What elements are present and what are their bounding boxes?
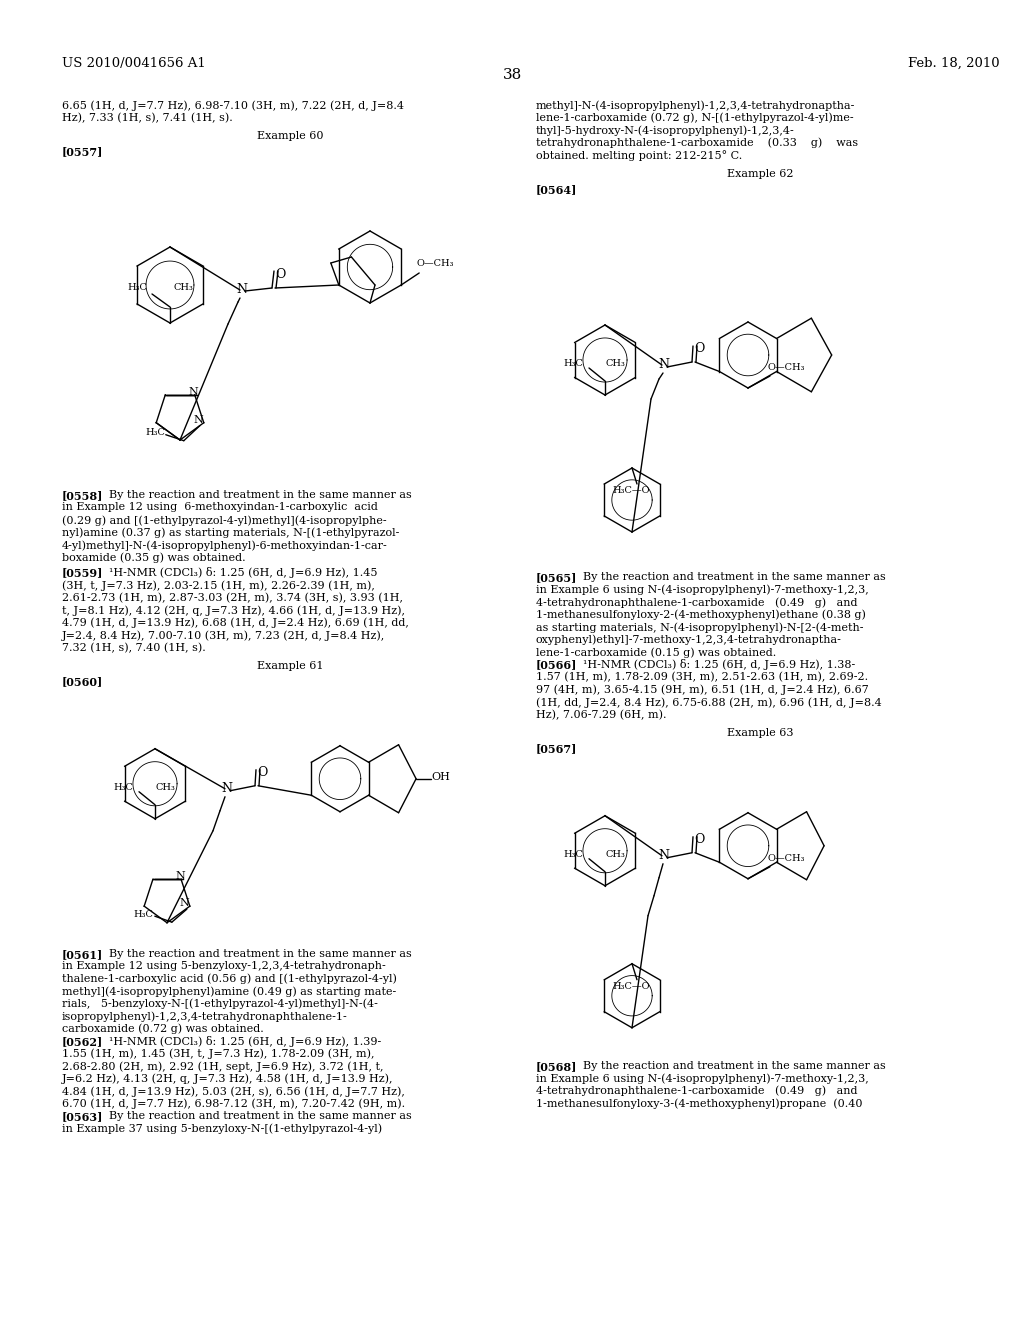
Text: N: N bbox=[194, 414, 204, 425]
Text: O—CH₃: O—CH₃ bbox=[768, 363, 806, 372]
Text: N: N bbox=[658, 849, 669, 862]
Text: [0567]: [0567] bbox=[536, 743, 578, 754]
Text: 6.70 (1H, d, J=7.7 Hz), 6.98-7.12 (3H, m), 7.20-7.42 (9H, m).: 6.70 (1H, d, J=7.7 Hz), 6.98-7.12 (3H, m… bbox=[62, 1098, 406, 1109]
Text: Example 63: Example 63 bbox=[727, 729, 794, 738]
Text: tetrahydronaphthalene-1-carboxamide    (0.33    g)    was: tetrahydronaphthalene-1-carboxamide (0.3… bbox=[536, 137, 858, 148]
Text: carboxamide (0.72 g) was obtained.: carboxamide (0.72 g) was obtained. bbox=[62, 1024, 264, 1035]
Text: [0562]: [0562] bbox=[62, 1036, 103, 1047]
Text: 1.57 (1H, m), 1.78-2.09 (3H, m), 2.51-2.63 (1H, m), 2.69-2.: 1.57 (1H, m), 1.78-2.09 (3H, m), 2.51-2.… bbox=[536, 672, 868, 682]
Text: OH: OH bbox=[431, 772, 450, 781]
Text: N: N bbox=[180, 898, 189, 908]
Text: Hz), 7.33 (1H, s), 7.41 (1H, s).: Hz), 7.33 (1H, s), 7.41 (1H, s). bbox=[62, 112, 232, 123]
Text: O: O bbox=[694, 833, 705, 846]
Text: O—CH₃: O—CH₃ bbox=[416, 259, 454, 268]
Text: O: O bbox=[275, 268, 286, 281]
Text: N: N bbox=[175, 871, 185, 882]
Text: 2.68-2.80 (2H, m), 2.92 (1H, sept, J=6.9 Hz), 3.72 (1H, t,: 2.68-2.80 (2H, m), 2.92 (1H, sept, J=6.9… bbox=[62, 1061, 384, 1072]
Text: [0559]: [0559] bbox=[62, 568, 103, 578]
Text: H₃C—O: H₃C—O bbox=[612, 982, 649, 991]
Text: [0566]: [0566] bbox=[536, 660, 578, 671]
Text: N: N bbox=[188, 387, 199, 397]
Text: H₃C: H₃C bbox=[127, 282, 146, 292]
Text: (1H, dd, J=2.4, 8.4 Hz), 6.75-6.88 (2H, m), 6.96 (1H, d, J=8.4: (1H, dd, J=2.4, 8.4 Hz), 6.75-6.88 (2H, … bbox=[536, 697, 882, 708]
Text: methyl](4-isopropylphenyl)amine (0.49 g) as starting mate-: methyl](4-isopropylphenyl)amine (0.49 g)… bbox=[62, 986, 396, 997]
Text: 4.84 (1H, d, J=13.9 Hz), 5.03 (2H, s), 6.56 (1H, d, J=7.7 Hz),: 4.84 (1H, d, J=13.9 Hz), 5.03 (2H, s), 6… bbox=[62, 1086, 404, 1097]
Text: 4-tetrahydronaphthalene-1-carboxamide   (0.49   g)   and: 4-tetrahydronaphthalene-1-carboxamide (0… bbox=[536, 597, 857, 607]
Text: 4.79 (1H, d, J=13.9 Hz), 6.68 (1H, d, J=2.4 Hz), 6.69 (1H, dd,: 4.79 (1H, d, J=13.9 Hz), 6.68 (1H, d, J=… bbox=[62, 618, 409, 628]
Text: Hz), 7.06-7.29 (6H, m).: Hz), 7.06-7.29 (6H, m). bbox=[536, 710, 667, 719]
Text: O—CH₃: O—CH₃ bbox=[768, 854, 806, 863]
Text: By the reaction and treatment in the same manner as: By the reaction and treatment in the sam… bbox=[102, 1111, 412, 1121]
Text: thyl]-5-hydroxy-N-(4-isopropylphenyl)-1,2,3,4-: thyl]-5-hydroxy-N-(4-isopropylphenyl)-1,… bbox=[536, 125, 795, 136]
Text: 4-yl)methyl]-N-(4-isopropylphenyl)-6-methoxyindan-1-car-: 4-yl)methyl]-N-(4-isopropylphenyl)-6-met… bbox=[62, 540, 388, 550]
Text: By the reaction and treatment in the same manner as: By the reaction and treatment in the sam… bbox=[575, 572, 886, 582]
Text: 1-methanesulfonyloxy-3-(4-methoxyphenyl)propane  (0.40: 1-methanesulfonyloxy-3-(4-methoxyphenyl)… bbox=[536, 1098, 862, 1109]
Text: By the reaction and treatment in the same manner as: By the reaction and treatment in the sam… bbox=[102, 490, 412, 500]
Text: lene-1-carboxamide (0.72 g), N-[(1-ethylpyrazol-4-yl)me-: lene-1-carboxamide (0.72 g), N-[(1-ethyl… bbox=[536, 112, 854, 123]
Text: 38: 38 bbox=[503, 69, 521, 82]
Text: (0.29 g) and [(1-ethylpyrazol-4-yl)methyl](4-isopropylphe-: (0.29 g) and [(1-ethylpyrazol-4-yl)methy… bbox=[62, 515, 387, 525]
Text: 1.55 (1H, m), 1.45 (3H, t, J=7.3 Hz), 1.78-2.09 (3H, m),: 1.55 (1H, m), 1.45 (3H, t, J=7.3 Hz), 1.… bbox=[62, 1049, 375, 1060]
Text: in Example 6 using N-(4-isopropylphenyl)-7-methoxy-1,2,3,: in Example 6 using N-(4-isopropylphenyl)… bbox=[536, 585, 868, 595]
Text: obtained. melting point: 212-215° C.: obtained. melting point: 212-215° C. bbox=[536, 150, 742, 161]
Text: Example 61: Example 61 bbox=[257, 661, 324, 672]
Text: [0561]: [0561] bbox=[62, 949, 103, 960]
Text: ¹H-NMR (CDCl₃) δ: 1.25 (6H, d, J=6.9 Hz), 1.39-: ¹H-NMR (CDCl₃) δ: 1.25 (6H, d, J=6.9 Hz)… bbox=[102, 1036, 381, 1047]
Text: 6.65 (1H, d, J=7.7 Hz), 6.98-7.10 (3H, m), 7.22 (2H, d, J=8.4: 6.65 (1H, d, J=7.7 Hz), 6.98-7.10 (3H, m… bbox=[62, 100, 404, 111]
Text: Example 60: Example 60 bbox=[257, 131, 324, 141]
Text: N: N bbox=[221, 781, 232, 795]
Text: 97 (4H, m), 3.65-4.15 (9H, m), 6.51 (1H, d, J=2.4 Hz), 6.67: 97 (4H, m), 3.65-4.15 (9H, m), 6.51 (1H,… bbox=[536, 685, 868, 696]
Text: N: N bbox=[658, 358, 669, 371]
Text: [0558]: [0558] bbox=[62, 490, 103, 502]
Text: CH₃: CH₃ bbox=[606, 359, 626, 368]
Text: in Example 12 using  6-methoxyindan-1-carboxylic  acid: in Example 12 using 6-methoxyindan-1-car… bbox=[62, 503, 378, 512]
Text: N: N bbox=[236, 282, 247, 296]
Text: 7.32 (1H, s), 7.40 (1H, s).: 7.32 (1H, s), 7.40 (1H, s). bbox=[62, 643, 206, 653]
Text: By the reaction and treatment in the same manner as: By the reaction and treatment in the sam… bbox=[102, 949, 412, 958]
Text: [0563]: [0563] bbox=[62, 1111, 103, 1122]
Text: [0564]: [0564] bbox=[536, 183, 578, 195]
Text: H₃C—O: H₃C—O bbox=[612, 486, 649, 495]
Text: nyl)amine (0.37 g) as starting materials, N-[(1-ethylpyrazol-: nyl)amine (0.37 g) as starting materials… bbox=[62, 528, 399, 539]
Text: [0565]: [0565] bbox=[536, 572, 578, 583]
Text: [0557]: [0557] bbox=[62, 147, 103, 157]
Text: ¹H-NMR (CDCl₃) δ: 1.25 (6H, d, J=6.9 Hz), 1.45: ¹H-NMR (CDCl₃) δ: 1.25 (6H, d, J=6.9 Hz)… bbox=[102, 568, 378, 578]
Text: methyl]-N-(4-isopropylphenyl)-1,2,3,4-tetrahydronaptha-: methyl]-N-(4-isopropylphenyl)-1,2,3,4-te… bbox=[536, 100, 855, 111]
Text: in Example 12 using 5-benzyloxy-1,2,3,4-tetrahydronaph-: in Example 12 using 5-benzyloxy-1,2,3,4-… bbox=[62, 961, 386, 972]
Text: J=2.4, 8.4 Hz), 7.00-7.10 (3H, m), 7.23 (2H, d, J=8.4 Hz),: J=2.4, 8.4 Hz), 7.00-7.10 (3H, m), 7.23 … bbox=[62, 630, 385, 640]
Text: isopropylphenyl)-1,2,3,4-tetrahydronaphthalene-1-: isopropylphenyl)-1,2,3,4-tetrahydronapht… bbox=[62, 1011, 348, 1022]
Text: H₃C: H₃C bbox=[134, 911, 154, 919]
Text: [0568]: [0568] bbox=[536, 1061, 578, 1072]
Text: thalene-1-carboxylic acid (0.56 g) and [(1-ethylpyrazol-4-yl): thalene-1-carboxylic acid (0.56 g) and [… bbox=[62, 974, 397, 985]
Text: Feb. 18, 2010: Feb. 18, 2010 bbox=[908, 57, 1000, 70]
Text: CH₃: CH₃ bbox=[156, 783, 176, 792]
Text: as starting materials, N-(4-isopropylphenyl)-N-[2-(4-meth-: as starting materials, N-(4-isopropylphe… bbox=[536, 622, 863, 632]
Text: H₃C: H₃C bbox=[563, 359, 583, 368]
Text: rials,   5-benzyloxy-N-[(1-ethylpyrazol-4-yl)methyl]-N-(4-: rials, 5-benzyloxy-N-[(1-ethylpyrazol-4-… bbox=[62, 999, 378, 1010]
Text: US 2010/0041656 A1: US 2010/0041656 A1 bbox=[62, 57, 206, 70]
Text: t, J=8.1 Hz), 4.12 (2H, q, J=7.3 Hz), 4.66 (1H, d, J=13.9 Hz),: t, J=8.1 Hz), 4.12 (2H, q, J=7.3 Hz), 4.… bbox=[62, 605, 406, 615]
Text: ¹H-NMR (CDCl₃) δ: 1.25 (6H, d, J=6.9 Hz), 1.38-: ¹H-NMR (CDCl₃) δ: 1.25 (6H, d, J=6.9 Hz)… bbox=[575, 660, 855, 671]
Text: O: O bbox=[257, 766, 267, 779]
Text: in Example 37 using 5-benzyloxy-N-[(1-ethylpyrazol-4-yl): in Example 37 using 5-benzyloxy-N-[(1-et… bbox=[62, 1123, 382, 1134]
Text: 1-methanesulfonyloxy-2-(4-methoxyphenyl)ethane (0.38 g): 1-methanesulfonyloxy-2-(4-methoxyphenyl)… bbox=[536, 610, 866, 620]
Text: 4-tetrahydronaphthalene-1-carboxamide   (0.49   g)   and: 4-tetrahydronaphthalene-1-carboxamide (0… bbox=[536, 1086, 857, 1097]
Text: By the reaction and treatment in the same manner as: By the reaction and treatment in the sam… bbox=[575, 1061, 886, 1071]
Text: lene-1-carboxamide (0.15 g) was obtained.: lene-1-carboxamide (0.15 g) was obtained… bbox=[536, 647, 776, 657]
Text: H₃C: H₃C bbox=[145, 428, 166, 437]
Text: oxyphenyl)ethyl]-7-methoxy-1,2,3,4-tetrahydronaptha-: oxyphenyl)ethyl]-7-methoxy-1,2,3,4-tetra… bbox=[536, 635, 842, 645]
Text: J=6.2 Hz), 4.13 (2H, q, J=7.3 Hz), 4.58 (1H, d, J=13.9 Hz),: J=6.2 Hz), 4.13 (2H, q, J=7.3 Hz), 4.58 … bbox=[62, 1073, 393, 1084]
Text: H₃C: H₃C bbox=[563, 850, 583, 859]
Text: boxamide (0.35 g) was obtained.: boxamide (0.35 g) was obtained. bbox=[62, 553, 246, 564]
Text: CH₃: CH₃ bbox=[173, 282, 193, 292]
Text: Example 62: Example 62 bbox=[727, 169, 794, 178]
Text: in Example 6 using N-(4-isopropylphenyl)-7-methoxy-1,2,3,: in Example 6 using N-(4-isopropylphenyl)… bbox=[536, 1073, 868, 1084]
Text: H₃C: H₃C bbox=[113, 783, 133, 792]
Text: O: O bbox=[694, 342, 705, 355]
Text: 2.61-2.73 (1H, m), 2.87-3.03 (2H, m), 3.74 (3H, s), 3.93 (1H,: 2.61-2.73 (1H, m), 2.87-3.03 (2H, m), 3.… bbox=[62, 593, 403, 603]
Text: [0560]: [0560] bbox=[62, 676, 103, 688]
Text: CH₃: CH₃ bbox=[606, 850, 626, 859]
Text: (3H, t, J=7.3 Hz), 2.03-2.15 (1H, m), 2.26-2.39 (1H, m),: (3H, t, J=7.3 Hz), 2.03-2.15 (1H, m), 2.… bbox=[62, 579, 375, 590]
